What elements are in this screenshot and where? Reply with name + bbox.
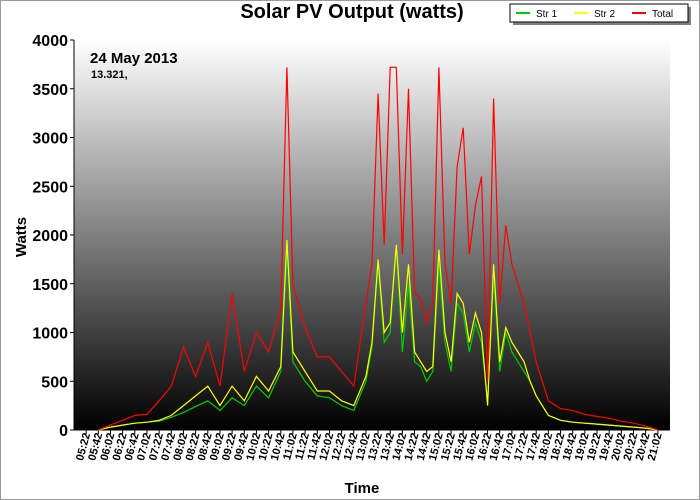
x-axis-label: Time	[345, 480, 380, 497]
x-axis: 05:2205:4206:0206:2206:4207:0207:2207:42…	[74, 429, 670, 462]
legend-label: Total	[652, 9, 673, 20]
y-tick-label: 1500	[32, 277, 68, 294]
series-line-str-2	[98, 239, 658, 431]
chart-title: Solar PV Output (watts)	[240, 1, 463, 23]
y-tick-label: 0	[59, 423, 68, 440]
y-tick-label: 1000	[32, 326, 68, 343]
total-energy-label: 13.321,	[91, 69, 128, 81]
series-lines	[98, 66, 658, 431]
y-axis-label: Watts	[13, 217, 30, 257]
y-tick-label: 500	[41, 374, 68, 391]
y-tick-label: 2000	[32, 228, 68, 245]
plot-area	[74, 40, 670, 430]
y-tick-label: 3500	[32, 82, 68, 99]
y-axis: 0 500 1000 1500 2000 2500 3000 3500 4000	[32, 33, 75, 440]
date-label: 24 May 2013	[90, 50, 178, 67]
y-tick-label: 3000	[32, 131, 68, 148]
legend: Str 1 Str 2 Total	[509, 3, 691, 25]
y-tick-label: 4000	[32, 33, 68, 50]
series-line-total	[98, 66, 658, 431]
legend-label: Str 2	[594, 9, 616, 20]
y-tick-label: 2500	[32, 179, 68, 196]
legend-box	[509, 3, 689, 23]
legend-label: Str 1	[536, 9, 558, 20]
